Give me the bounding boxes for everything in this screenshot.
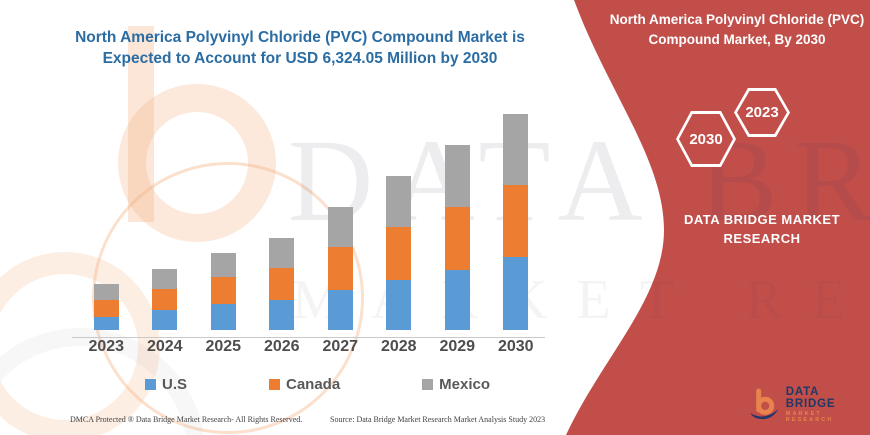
bar-segment-mexico-2027 <box>327 206 353 247</box>
x-axis-label-2028: 2028 <box>380 337 417 355</box>
bar-segment-us-2027 <box>327 289 353 330</box>
bar-segment-canada-2025 <box>210 276 236 304</box>
legend-item-us: U.S <box>145 376 187 393</box>
bar-segment-canada-2027 <box>327 246 353 290</box>
bar-segment-mexico-2029 <box>444 144 470 207</box>
bar-segment-us-2023 <box>93 316 119 330</box>
legend-label: Mexico <box>439 376 490 393</box>
chart-title-line2: Expected to Account for USD 6,324.05 Mil… <box>102 49 498 67</box>
bar-segment-canada-2030 <box>503 184 529 257</box>
databridge-logo-text: DATA BRIDGE MARKET RESEARCH <box>785 386 870 423</box>
bar-segment-canada-2026 <box>269 267 295 300</box>
x-axis-label-2026: 2026 <box>263 337 300 355</box>
bar-segment-canada-2029 <box>444 206 470 270</box>
x-axis-label-2023: 2023 <box>88 337 125 355</box>
bar-column-2026: 2026 <box>253 97 312 362</box>
bar-segment-mexico-2025 <box>210 252 236 277</box>
bar-stack-2027 <box>311 97 370 330</box>
legend-swatch-icon <box>145 379 156 390</box>
hexagon-2030: 2030 <box>676 111 736 167</box>
bar-stack-2026 <box>253 97 312 330</box>
bar-segment-us-2025 <box>210 303 236 330</box>
bar-column-2023: 2023 <box>77 97 136 362</box>
bar-segment-us-2029 <box>444 269 470 330</box>
stacked-bar-chart: 2023 2024 2025 2026 2027 2028 2029 2030 <box>77 97 545 362</box>
bar-stack-2023 <box>77 97 136 330</box>
bar-stack-2030 <box>487 97 546 330</box>
bar-column-2030: 2030 <box>487 97 546 362</box>
bar-segment-us-2024 <box>152 309 178 330</box>
x-axis-label-2024: 2024 <box>146 337 183 355</box>
bar-segment-us-2028 <box>386 279 412 330</box>
watermark-text-brand: DATA BRIDGE <box>288 115 870 246</box>
bar-stack-2029 <box>428 97 487 330</box>
footer-source-text: Source: Data Bridge Market Research Mark… <box>330 415 546 424</box>
bar-segment-canada-2024 <box>152 288 178 310</box>
bar-segment-canada-2023 <box>93 299 119 317</box>
x-axis-line <box>72 337 545 338</box>
bar-column-2029: 2029 <box>428 97 487 362</box>
bar-column-2027: 2027 <box>311 97 370 362</box>
logo-brand-label: DATA BRIDGE <box>785 386 836 410</box>
legend-item-mexico: Mexico <box>422 376 490 393</box>
legend-swatch-icon <box>422 379 434 390</box>
bar-segment-mexico-2023 <box>93 283 119 300</box>
bar-stack-2025 <box>194 97 253 330</box>
legend-swatch-icon <box>268 379 280 390</box>
x-axis-label-2025: 2025 <box>205 337 242 355</box>
chart-title-line1: North America Polyvinyl Chloride (PVC) C… <box>75 29 525 46</box>
legend-item-canada: Canada <box>268 376 341 393</box>
logo-sub-label: MARKET RESEARCH <box>785 411 834 423</box>
bar-segment-mexico-2030 <box>503 113 529 185</box>
bar-column-2024: 2024 <box>136 97 195 362</box>
bar-segment-mexico-2028 <box>386 175 412 227</box>
bar-segment-canada-2028 <box>386 226 412 280</box>
sidebar-brand-text: DATA BRIDGE MARKET RESEARCH <box>683 212 841 246</box>
footer-dmca-text: DMCA Protected ® Data Bridge Market Rese… <box>70 415 303 424</box>
sidebar-title: North America Polyvinyl Chloride (PVC) C… <box>609 12 865 48</box>
x-axis-label-2030: 2030 <box>497 337 534 355</box>
bar-segment-mexico-2026 <box>269 237 295 268</box>
bar-segment-us-2026 <box>269 299 295 330</box>
bar-stack-2024 <box>136 97 195 330</box>
databridge-logo-icon <box>750 388 779 420</box>
legend-label: Canada <box>285 376 341 393</box>
x-axis-label-2027: 2027 <box>322 337 359 355</box>
hexagon-2023-label: 2023 <box>745 104 779 121</box>
bar-stack-2028 <box>370 97 429 330</box>
databridge-logo: DATA BRIDGE MARKET RESEARCH <box>748 386 870 423</box>
chart-title: North America Polyvinyl Chloride (PVC) C… <box>30 28 570 70</box>
hexagon-2023: 2023 <box>734 88 790 137</box>
bar-segment-mexico-2024 <box>152 268 178 289</box>
bar-column-2028: 2028 <box>370 97 429 362</box>
hexagon-2030-label: 2030 <box>689 130 723 148</box>
x-axis-label-2029: 2029 <box>439 337 476 355</box>
bar-column-2025: 2025 <box>194 97 253 362</box>
chart-legend: U.S Canada Mexico <box>145 376 490 393</box>
bar-segment-us-2030 <box>503 256 529 330</box>
legend-label: U.S <box>162 376 188 393</box>
